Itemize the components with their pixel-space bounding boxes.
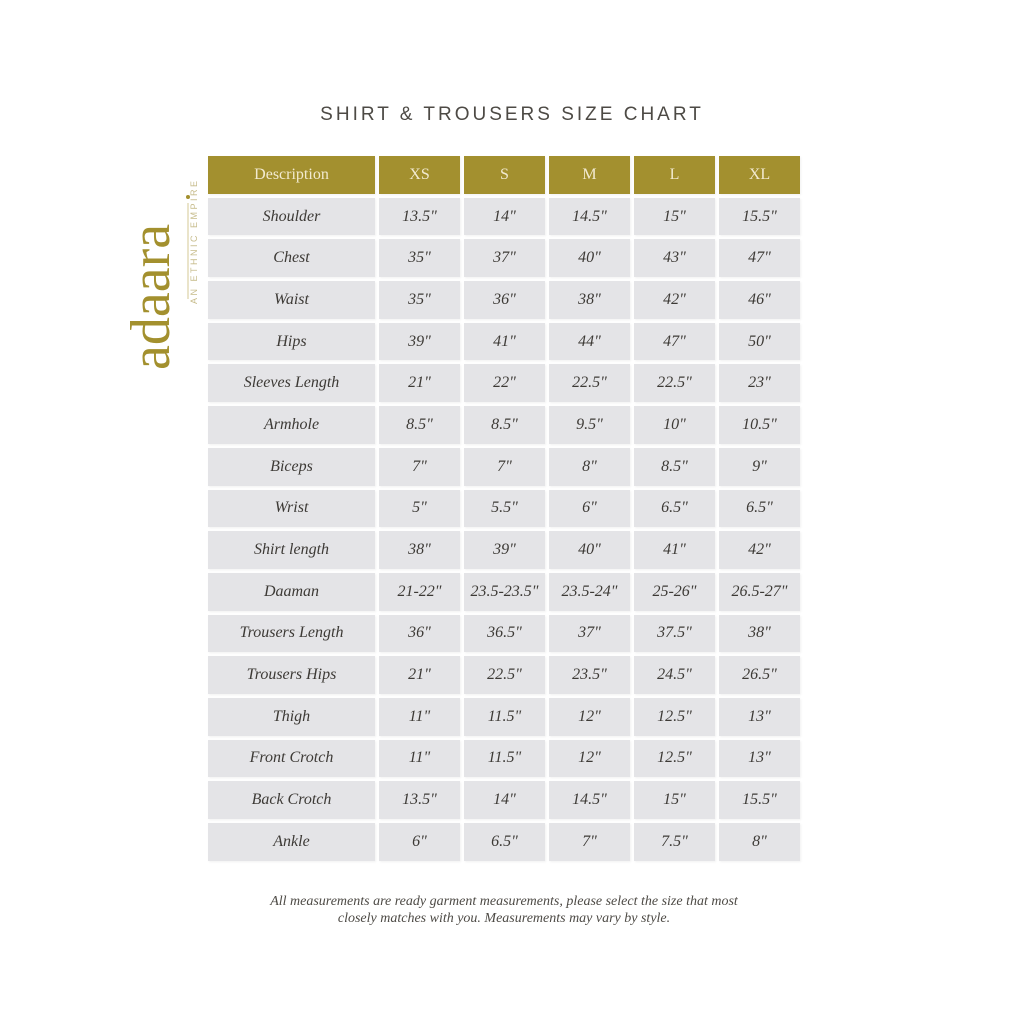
svg-text:adaara: adaara	[120, 224, 182, 370]
svg-text:AN ETHNIC EMPIRE: AN ETHNIC EMPIRE	[189, 178, 199, 304]
